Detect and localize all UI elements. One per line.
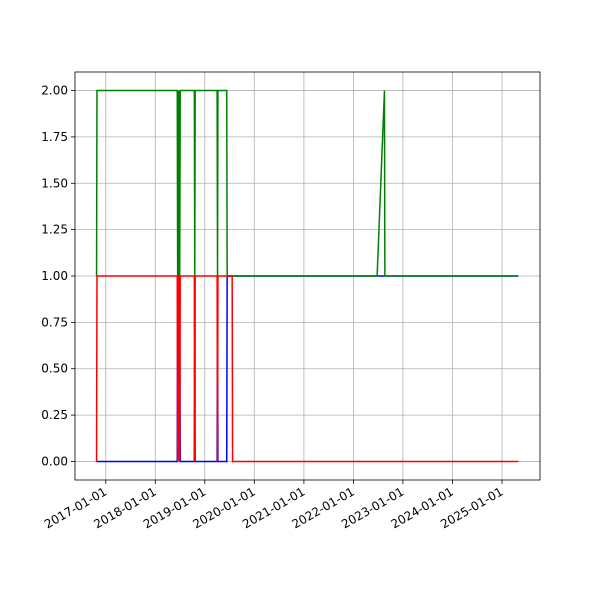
y-tick-label: 0.50 bbox=[41, 362, 68, 376]
y-tick-label: 0.00 bbox=[41, 454, 68, 468]
y-tick-label: 1.00 bbox=[41, 269, 68, 283]
plot-frame bbox=[74, 71, 541, 481]
y-tick-label: 0.25 bbox=[41, 408, 68, 422]
y-tick-label: 2.00 bbox=[41, 84, 68, 98]
series-line bbox=[95, 275, 519, 463]
series-line bbox=[95, 89, 519, 277]
y-tick-label: 1.75 bbox=[41, 130, 68, 144]
y-tick-label: 0.75 bbox=[41, 315, 68, 329]
y-tick-label: 1.25 bbox=[41, 223, 68, 237]
y-tick-label: 1.50 bbox=[41, 176, 68, 190]
